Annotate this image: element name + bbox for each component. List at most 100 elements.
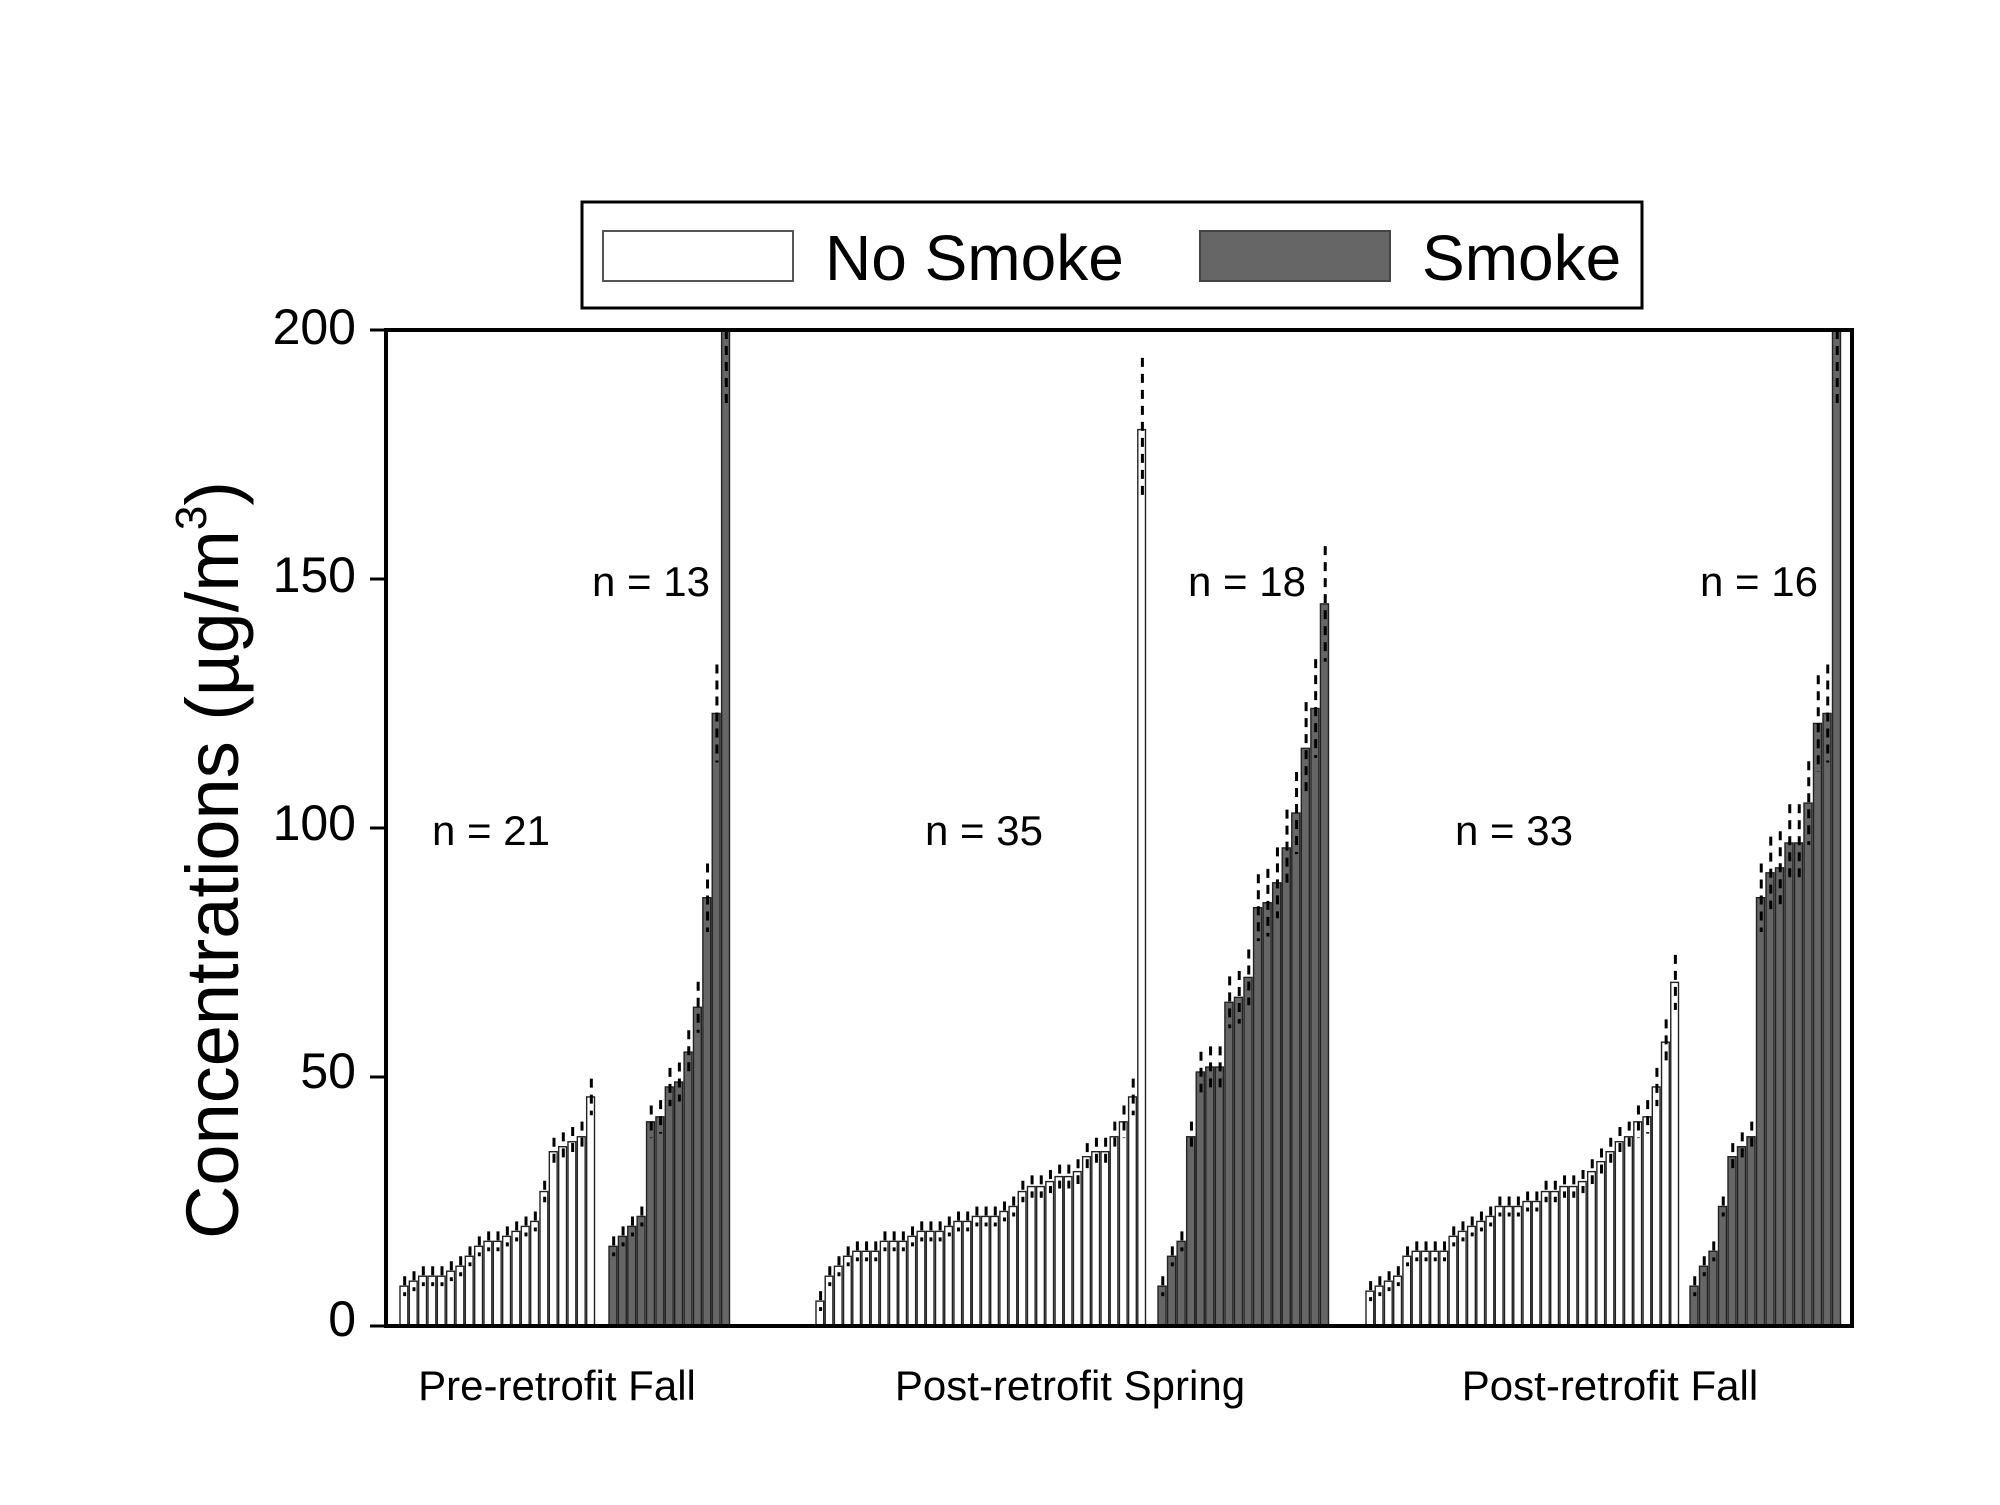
y-axis-title-superscript: 3	[167, 506, 216, 530]
bar-smoke	[1262, 902, 1272, 1327]
bar-no-smoke	[916, 1230, 926, 1327]
y-axis: 0 50 100 150 200	[273, 299, 356, 1347]
bar-no-smoke	[520, 1225, 530, 1327]
n-annotations: n = 21 n = 13 n = 35 n = 18 n = 33 n = 1…	[432, 558, 1818, 854]
bar-no-smoke	[1411, 1250, 1421, 1327]
bar-smoke	[1300, 747, 1311, 1327]
bar-smoke	[1736, 1146, 1747, 1327]
bar-smoke	[1689, 1285, 1699, 1327]
bar-no-smoke	[529, 1220, 540, 1327]
bar-no-smoke	[483, 1240, 493, 1327]
y-tick-label: 50	[300, 1043, 356, 1099]
bar-no-smoke	[1365, 1290, 1375, 1327]
n-annotation: n = 13	[592, 558, 710, 605]
bar-no-smoke	[1586, 1170, 1597, 1327]
bar-no-smoke	[1026, 1185, 1036, 1327]
bar-no-smoke	[399, 1285, 409, 1327]
bar-no-smoke	[1485, 1215, 1495, 1327]
bar-smoke	[1233, 996, 1244, 1327]
bar-smoke	[1224, 1001, 1234, 1327]
bar-no-smoke	[999, 1210, 1009, 1327]
bar-smoke	[711, 712, 721, 1327]
bar-smoke	[1185, 1136, 1196, 1327]
x-group-label: Post-retrofit Spring	[895, 1362, 1245, 1409]
bar-no-smoke	[898, 1240, 908, 1327]
bar-no-smoke	[1439, 1250, 1449, 1327]
y-tick-label: 100	[273, 795, 356, 851]
bar-smoke	[1727, 1155, 1737, 1327]
bar-no-smoke	[1550, 1190, 1560, 1327]
bar-smoke	[1822, 712, 1832, 1327]
bar-no-smoke	[1660, 1041, 1670, 1327]
bar-smoke	[1205, 1066, 1215, 1327]
bar-smoke	[645, 1121, 656, 1327]
x-group-label: Pre-retrofit Fall	[418, 1362, 696, 1409]
n-annotation: n = 18	[1188, 558, 1306, 605]
n-annotation: n = 21	[432, 807, 550, 854]
bar-no-smoke	[1642, 1116, 1652, 1327]
bars-layer	[370, 328, 1852, 1328]
bar-smoke	[1708, 1250, 1718, 1327]
bar-no-smoke	[971, 1215, 981, 1327]
bar-no-smoke	[1651, 1086, 1661, 1327]
bar-no-smoke	[1072, 1170, 1082, 1327]
bar-no-smoke	[1596, 1160, 1606, 1327]
bar-no-smoke	[1017, 1190, 1027, 1327]
bar-smoke	[1176, 1240, 1186, 1327]
bar-no-smoke	[1045, 1180, 1055, 1327]
bar-no-smoke	[888, 1240, 898, 1327]
bar-no-smoke	[1137, 428, 1147, 1327]
bar-no-smoke	[1448, 1235, 1458, 1327]
n-annotation: n = 33	[1455, 807, 1573, 854]
bar-no-smoke	[861, 1250, 871, 1327]
bar-no-smoke	[1494, 1205, 1504, 1327]
bar-no-smoke	[1513, 1205, 1523, 1327]
bar-no-smoke	[1577, 1180, 1587, 1327]
bar-smoke	[1765, 872, 1775, 1327]
legend-label-no-smoke: No Smoke	[825, 222, 1124, 294]
bar-smoke	[1755, 897, 1766, 1327]
bar-no-smoke	[585, 1096, 596, 1327]
bar-no-smoke	[1081, 1155, 1092, 1327]
bar-smoke	[1717, 1205, 1728, 1327]
bar-no-smoke	[962, 1220, 972, 1327]
bar-smoke	[1291, 812, 1301, 1327]
bar-smoke	[1214, 1066, 1225, 1327]
y-axis-title-main: Concentrations (µg/m	[171, 530, 254, 1239]
bar-smoke	[617, 1235, 627, 1327]
y-axis-title-close: )	[171, 481, 254, 506]
bar-smoke	[1166, 1255, 1177, 1327]
bar-no-smoke	[1127, 1096, 1137, 1327]
bar-smoke	[608, 1245, 618, 1327]
plot-frame	[384, 328, 1854, 1328]
bar-smoke	[1157, 1285, 1167, 1327]
bar-smoke	[1784, 842, 1794, 1327]
bar-no-smoke	[1670, 981, 1680, 1327]
legend-swatch-smoke	[1199, 230, 1391, 282]
bar-no-smoke	[1531, 1200, 1541, 1327]
bar-no-smoke	[511, 1230, 521, 1327]
bar-no-smoke	[907, 1235, 917, 1327]
bar-no-smoke	[548, 1150, 558, 1327]
bar-no-smoke	[953, 1220, 963, 1327]
bar-no-smoke	[1100, 1150, 1110, 1327]
bar-no-smoke	[1118, 1121, 1128, 1327]
bar-no-smoke	[852, 1250, 862, 1327]
bar-smoke	[655, 1116, 665, 1327]
bar-smoke	[1281, 847, 1291, 1327]
x-axis-labels: Pre-retrofit Fall Post-retrofit Spring P…	[418, 1362, 1758, 1409]
bar-smoke	[692, 1006, 703, 1327]
bar-smoke	[664, 1086, 674, 1327]
bar-smoke	[1812, 722, 1823, 1327]
bar-no-smoke	[1035, 1185, 1046, 1327]
bar-smoke	[1243, 976, 1253, 1327]
bar-no-smoke	[1420, 1250, 1430, 1327]
bar-no-smoke	[815, 1300, 825, 1327]
legend-label-smoke: Smoke	[1422, 222, 1621, 294]
y-tick-label: 200	[273, 299, 356, 355]
bar-no-smoke	[576, 1136, 586, 1327]
n-annotation: n = 35	[925, 807, 1043, 854]
bar-no-smoke	[492, 1240, 502, 1327]
bar-smoke	[1774, 867, 1785, 1327]
